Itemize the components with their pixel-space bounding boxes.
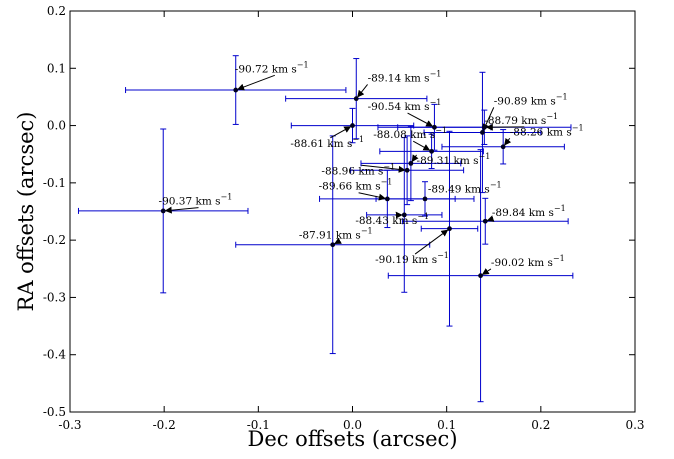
point-annotation: -90.54 km s−1 bbox=[368, 98, 442, 113]
annotation-arrow bbox=[359, 193, 385, 199]
y-tick-label: -0.1 bbox=[43, 176, 66, 190]
y-tick-label: -0.5 bbox=[43, 405, 66, 419]
data-point bbox=[480, 130, 485, 135]
y-tick-label: -0.4 bbox=[43, 348, 67, 362]
data-point bbox=[423, 196, 428, 201]
annotation-arrow bbox=[335, 241, 339, 243]
x-axis-title: Dec offsets (arcsec) bbox=[247, 427, 457, 451]
point-annotation: -88.26 km s−1 bbox=[510, 123, 584, 138]
annotation-arrow bbox=[413, 141, 429, 150]
x-tick-label: 0.3 bbox=[625, 418, 644, 432]
annotation-arrow bbox=[488, 219, 492, 220]
y-tick-label: 0.1 bbox=[47, 61, 66, 75]
point-annotation: -89.84 km s−1 bbox=[492, 204, 566, 219]
y-tick-label: 0.2 bbox=[47, 4, 66, 18]
point-annotation: -88.96 km s−1 bbox=[321, 162, 395, 177]
data-point bbox=[354, 96, 359, 101]
data-point bbox=[233, 88, 238, 93]
data-point bbox=[350, 123, 355, 128]
annotation-arrow bbox=[408, 113, 433, 126]
data-point bbox=[385, 196, 390, 201]
annotation-arrow bbox=[238, 75, 275, 89]
data-point bbox=[330, 242, 335, 247]
point-annotation: -88.61 km s−1 bbox=[290, 135, 364, 150]
annotation-arrow bbox=[483, 269, 491, 274]
x-tick-label: -0.3 bbox=[58, 418, 81, 432]
y-tick-labels: 0.2 0.1 0.0 -0.1 -0.2 -0.3 -0.4 -0.5 bbox=[43, 4, 67, 419]
point-annotation: -90.19 km s−1 bbox=[375, 251, 449, 266]
data-point bbox=[483, 219, 488, 224]
point-annotation: -90.72 km s−1 bbox=[235, 60, 309, 75]
point-annotation: -87.91 km s−1 bbox=[299, 226, 373, 241]
annotations: -90.72 km s−1-89.14 km s−1-88.61 km s−1-… bbox=[159, 60, 584, 269]
data-point bbox=[501, 144, 506, 149]
point-annotation: -89.31 km s−1 bbox=[417, 152, 491, 167]
point-annotation: -89.14 km s−1 bbox=[368, 69, 442, 84]
data-point bbox=[405, 168, 410, 173]
data-point bbox=[161, 209, 166, 214]
data-point bbox=[447, 226, 452, 231]
data-point bbox=[429, 149, 434, 154]
y-tick-label: -0.3 bbox=[43, 290, 66, 304]
point-annotation: -89.49 km s−1 bbox=[428, 181, 502, 196]
point-annotation: -90.89 km s−1 bbox=[494, 92, 568, 107]
y-tick-label: 0.0 bbox=[47, 119, 66, 133]
annotation-arrow bbox=[330, 127, 350, 138]
y-axis-title: RA offsets (arcsec) bbox=[14, 112, 38, 312]
y-tick-label: -0.2 bbox=[43, 233, 66, 247]
annotation-arrow bbox=[166, 208, 199, 211]
point-annotation: -89.66 km s−1 bbox=[319, 178, 393, 193]
x-tick-label: -0.2 bbox=[153, 418, 176, 432]
data-point bbox=[408, 161, 413, 166]
annotation-arrow bbox=[505, 138, 510, 144]
point-annotation: -90.37 km s−1 bbox=[159, 193, 233, 208]
data-point bbox=[478, 273, 483, 278]
point-annotation: -88.79 km s−1 bbox=[484, 112, 558, 127]
point-annotation: -90.02 km s−1 bbox=[491, 254, 565, 269]
x-tick-label: 0.2 bbox=[531, 418, 550, 432]
point-annotation: -88.43 km s−1 bbox=[355, 212, 429, 227]
point-annotation: -88.08 km s−1 bbox=[373, 126, 447, 141]
annotation-arrow bbox=[358, 84, 368, 96]
